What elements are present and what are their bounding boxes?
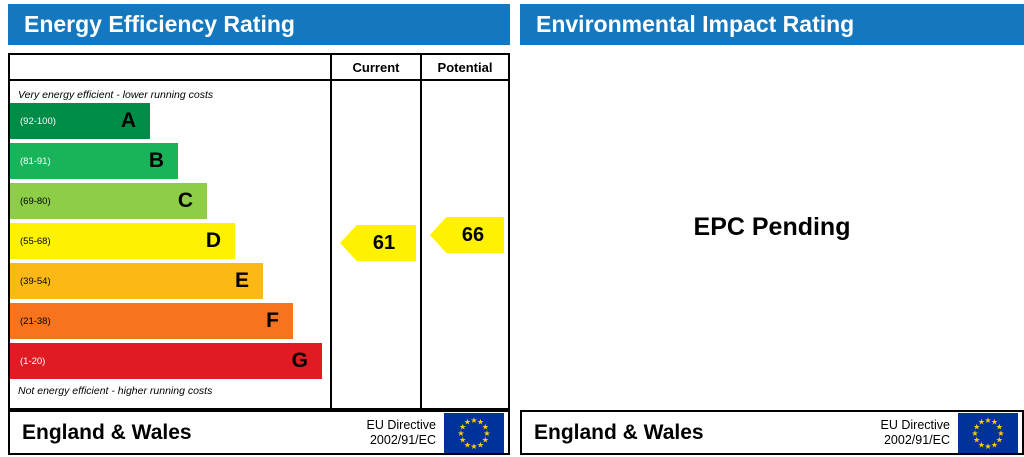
svg-text:★: ★ (477, 417, 484, 426)
current-rating-arrow: 61 (340, 225, 416, 261)
band-e: (39-54) E (10, 263, 263, 299)
svg-text:★: ★ (997, 429, 1004, 438)
svg-text:★: ★ (991, 417, 998, 426)
svg-text:★: ★ (973, 422, 980, 431)
environmental-footer-directive: EU Directive 2002/91/EC (881, 418, 958, 448)
band-e-letter: E (234, 269, 249, 292)
energy-rating-chart: Current Potential Very energy efficient … (8, 53, 510, 410)
environmental-footer-region: England & Wales (534, 420, 704, 444)
eu-flag: ★ ★★★★★★★★★★★ (444, 412, 504, 453)
top-note: Very energy efficient - lower running co… (18, 89, 214, 101)
band-d-letter: D (205, 229, 221, 252)
band-b-letter: B (148, 149, 164, 172)
energy-footer-region: England & Wales (22, 420, 192, 444)
svg-text:★: ★ (482, 435, 489, 444)
column-header-row (10, 55, 508, 81)
svg-text:★: ★ (464, 440, 471, 449)
current-column-header: Current (352, 60, 400, 75)
band-a: (92-100) A (10, 103, 150, 139)
current-column-divider (330, 55, 332, 408)
svg-text:★: ★ (482, 422, 489, 431)
band-d-range: (55-68) (20, 235, 51, 247)
svg-text:★: ★ (984, 416, 991, 425)
band-g-letter: G (291, 349, 308, 372)
epc-pending-text: EPC Pending (693, 213, 851, 241)
eu-flag: ★ ★★★★★★★★★★★ (958, 412, 1018, 453)
svg-text:★: ★ (991, 440, 998, 449)
svg-text:★: ★ (971, 429, 978, 438)
svg-text:★: ★ (996, 422, 1003, 431)
svg-text:★: ★ (483, 429, 490, 438)
band-f-letter: F (266, 309, 279, 332)
band-a-letter: A (120, 109, 136, 132)
environmental-footer: England & Wales EU Directive 2002/91/EC … (520, 410, 1024, 455)
energy-footer-directive: EU Directive 2002/91/EC (367, 418, 444, 448)
svg-text:★: ★ (984, 442, 991, 451)
energy-footer: England & Wales EU Directive 2002/91/EC … (8, 410, 510, 455)
bottom-note: Not energy efficient - higher running co… (18, 385, 213, 397)
band-c-range: (69-80) (20, 195, 51, 207)
environmental-rating-title: Environmental Impact Rating (536, 11, 855, 37)
band-g-range: (1-20) (20, 355, 46, 367)
band-b: (81-91) B (10, 143, 178, 179)
svg-text:★: ★ (470, 416, 477, 425)
band-b-range: (81-91) (20, 155, 51, 167)
energy-rating-title: Energy Efficiency Rating (24, 11, 295, 37)
energy-rating-header: Energy Efficiency Rating (8, 4, 510, 45)
band-a-range: (92-100) (20, 115, 56, 127)
band-f: (21-38) F (10, 303, 293, 339)
eu-directive-line1: EU Directive (880, 417, 950, 432)
eu-directive-line2: 2002/91/EC (883, 432, 950, 447)
svg-text:★: ★ (978, 440, 985, 449)
environmental-rating-header: Environmental Impact Rating (520, 4, 1024, 45)
svg-text:★: ★ (470, 442, 477, 451)
svg-text:★: ★ (996, 435, 1003, 444)
svg-text:★: ★ (477, 440, 484, 449)
environmental-rating-panel: EPC Pending (520, 45, 1024, 410)
band-g: (1-20) G (10, 343, 322, 379)
potential-column-divider (420, 55, 422, 408)
potential-rating-arrow: 66 (430, 217, 504, 253)
band-c-letter: C (177, 189, 193, 212)
eu-directive-line1: EU Directive (366, 417, 436, 432)
band-f-range: (21-38) (20, 315, 51, 327)
current-rating-value: 61 (372, 231, 396, 254)
band-d: (55-68) D (10, 223, 235, 259)
svg-text:★: ★ (978, 417, 985, 426)
band-c: (69-80) C (10, 183, 207, 219)
svg-text:★: ★ (457, 429, 464, 438)
svg-text:★: ★ (459, 435, 466, 444)
potential-column-header: Potential (437, 60, 493, 75)
svg-text:★: ★ (464, 417, 471, 426)
svg-text:★: ★ (973, 435, 980, 444)
band-e-range: (39-54) (20, 275, 51, 287)
svg-text:★: ★ (459, 422, 466, 431)
potential-rating-value: 66 (461, 223, 485, 246)
eu-directive-line2: 2002/91/EC (369, 432, 436, 447)
